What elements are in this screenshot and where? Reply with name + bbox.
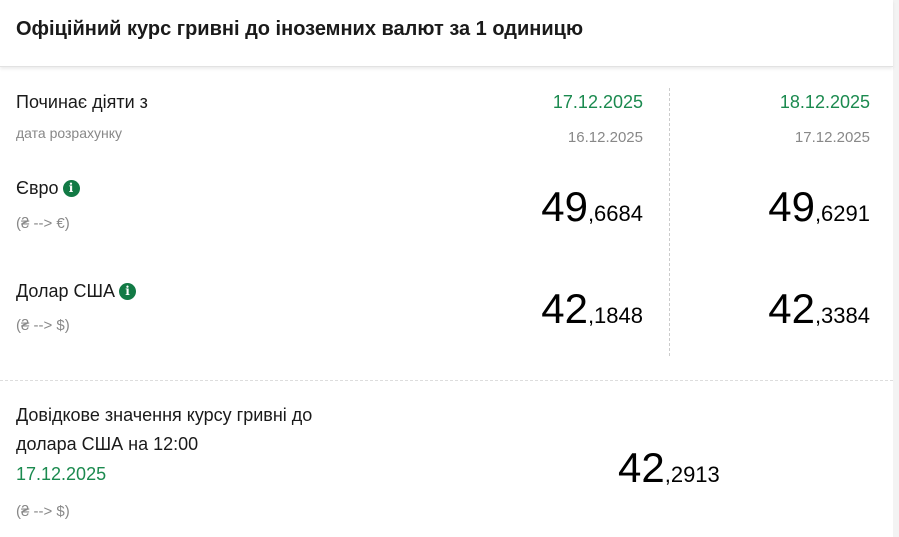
rate-frac: ,3384 xyxy=(814,303,870,328)
eur-direction: (₴ --> €) xyxy=(16,215,70,232)
page-title: Офіційний курс гривні до іноземних валют… xyxy=(16,18,584,40)
currency-eur: Євро i xyxy=(16,178,80,199)
section-divider xyxy=(0,380,893,381)
currency-name: Долар США xyxy=(16,281,116,301)
rate-int: 42 xyxy=(618,444,665,491)
calc-date-label: дата розрахунку xyxy=(16,125,122,141)
usd-direction: (₴ --> $) xyxy=(16,317,70,334)
info-icon[interactable]: i xyxy=(119,283,137,300)
currency-name: Євро xyxy=(16,178,59,198)
column-divider xyxy=(669,88,670,356)
calc-date-2: 17.12.2025 xyxy=(794,129,870,146)
rate-frac: ,6291 xyxy=(814,201,870,226)
rate-frac: ,2913 xyxy=(664,462,720,487)
rate-frac: ,1848 xyxy=(587,303,643,328)
usd-rate-1: 42,1848 xyxy=(541,285,643,333)
rate-int: 49 xyxy=(768,183,815,230)
rate-int: 42 xyxy=(541,285,588,332)
reference-direction: (₴ --> $) xyxy=(16,503,70,520)
reference-date: 17.12.2025 xyxy=(16,464,107,484)
eur-rate-2: 49,6291 xyxy=(768,183,870,231)
usd-rate-2: 42,3384 xyxy=(768,285,870,333)
reference-rate: 42,2913 xyxy=(618,444,720,492)
calc-date-1: 16.12.2025 xyxy=(567,129,643,146)
reference-title-line2: долара США на 12:00 xyxy=(16,434,199,454)
card-header: Офіційний курс гривні до іноземних валют… xyxy=(0,0,893,67)
effective-date-2: 18.12.2025 xyxy=(779,92,870,112)
effective-label: Починає діяти з xyxy=(16,92,148,112)
rate-int: 42 xyxy=(768,285,815,332)
rate-frac: ,6684 xyxy=(587,201,643,226)
info-icon[interactable]: i xyxy=(62,180,80,197)
currency-usd: Долар США i xyxy=(16,281,137,302)
effective-date-1: 17.12.2025 xyxy=(552,92,643,112)
rate-int: 49 xyxy=(541,183,588,230)
eur-rate-1: 49,6684 xyxy=(541,183,643,231)
reference-title-line1: Довідкове значення курсу гривні до xyxy=(16,405,313,425)
